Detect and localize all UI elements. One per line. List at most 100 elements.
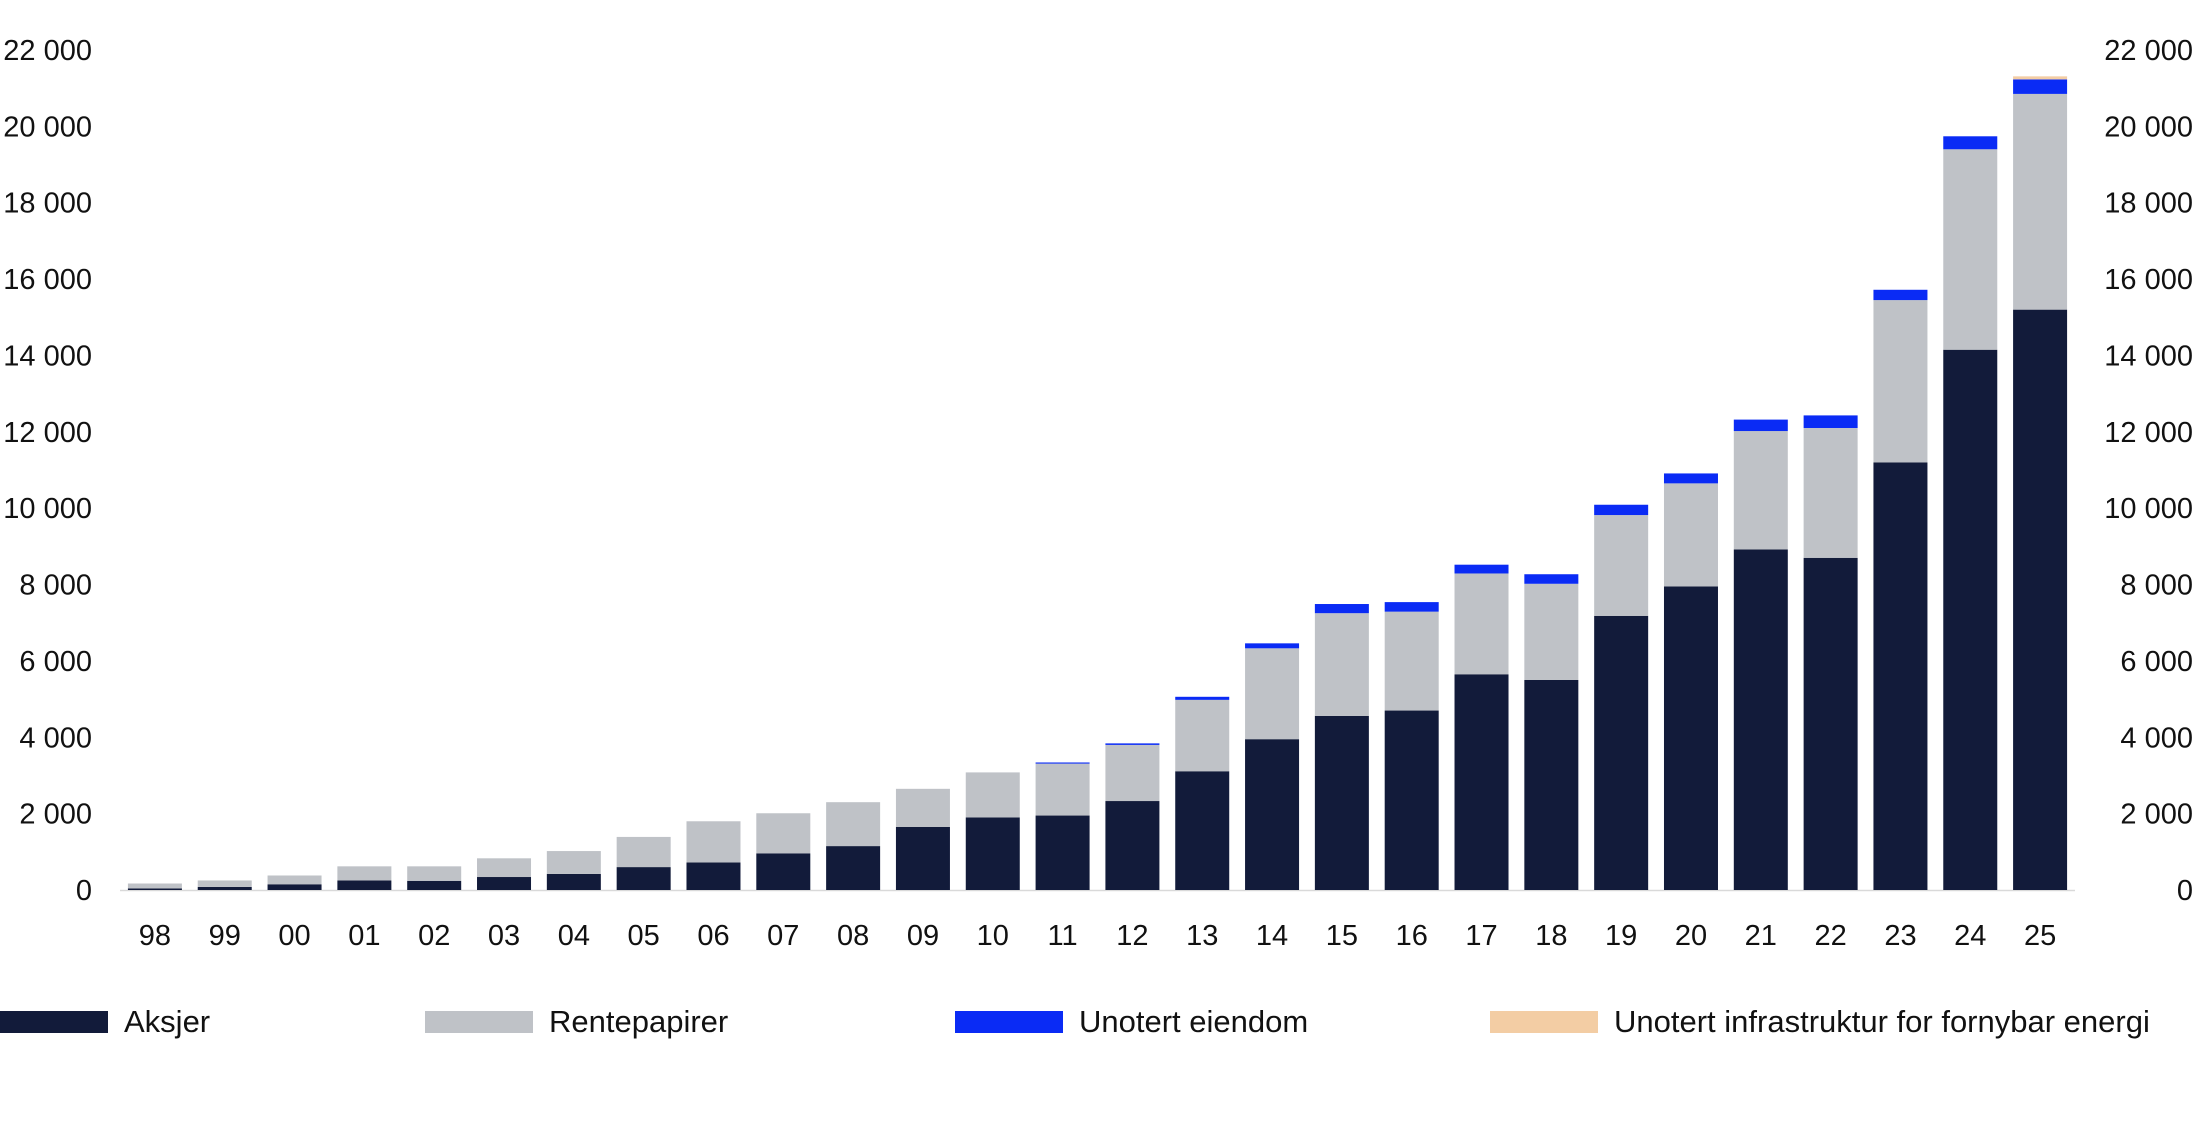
x-tick-label: 00 [278,920,310,952]
bar-segment-unotert-eiendom-11 [1035,762,1090,764]
legend-swatch-unotert-infrastruktur [1490,1011,1598,1033]
bar-segment-rentepapirer-18 [1524,583,1579,680]
legend-label-rentepapirer: Rentepapirer [549,1004,729,1039]
legend-item-aksjer: Aksjer [0,1000,210,1044]
x-tick-label: 24 [1954,920,1986,952]
x-tick-label: 08 [837,920,869,952]
bar-segment-aksjer-04 [546,873,601,890]
x-tick-label: 15 [1326,920,1358,952]
x-tick-label: 22 [1814,920,1846,952]
legend-swatch-aksjer [0,1011,108,1033]
bar-segment-aksjer-10 [965,817,1020,890]
bar-segment-aksjer-16 [1384,710,1439,890]
bar-segment-unotert-eiendom-16 [1384,602,1439,612]
bar-segment-unotert-eiendom-19 [1594,504,1649,516]
bar-segment-aksjer-19 [1594,615,1649,890]
x-tick-label: 25 [2024,920,2056,952]
bar-segment-rentepapirer-13 [1175,699,1230,772]
bar-segment-unotert-eiendom-17 [1454,564,1509,574]
bar-segment-rentepapirer-21 [1733,431,1788,550]
bar-segment-unotert-eiendom-23 [1873,289,1928,301]
x-tick-label: 21 [1745,920,1777,952]
bar-segment-aksjer-02 [407,880,462,890]
bar-segment-rentepapirer-16 [1384,611,1439,711]
bar-segment-unotert-eiendom-24 [1943,136,1998,150]
bar-segment-rentepapirer-25 [2013,93,2068,310]
bar-segment-aksjer-23 [1873,462,1928,890]
x-tick-label: 10 [977,920,1009,952]
bar-segment-aksjer-17 [1454,674,1509,890]
x-tick-label: 09 [907,920,939,952]
bar-segment-aksjer-22 [1803,557,1858,890]
bar-segment-rentepapirer-08 [826,802,881,847]
legend-label-unotert-eiendom: Unotert eiendom [1079,1004,1309,1039]
bar-segment-rentepapirer-04 [546,851,601,874]
y-tick-label-left: 14 000 [3,340,92,372]
x-tick-label: 01 [348,920,380,952]
y-tick-label-right: 0 [2177,875,2193,907]
x-tick-label: 20 [1675,920,1707,952]
x-tick-label: 18 [1535,920,1567,952]
bar-segment-unotert-infrastruktur-for-fornybar-energi-25 [2013,76,2068,80]
y-tick-label-right: 20 000 [2104,111,2193,143]
x-tick-label: 98 [139,920,171,952]
legend-item-unotert-infrastruktur: Unotert infrastruktur for fornybar energ… [1490,1000,2150,1044]
y-tick-label-right: 16 000 [2104,264,2193,296]
y-tick-label-left: 6 000 [19,646,92,678]
bar-segment-unotert-eiendom-12 [1105,743,1160,745]
x-tick-label: 06 [697,920,729,952]
y-tick-label-left: 2 000 [19,799,92,831]
bar-segment-rentepapirer-02 [407,866,462,881]
bar-segment-unotert-eiendom-14 [1245,643,1300,649]
bar-segment-aksjer-11 [1035,815,1090,890]
y-tick-label-left: 18 000 [3,188,92,220]
bar-segment-aksjer-98 [127,888,182,890]
bar-segment-aksjer-01 [337,880,392,890]
x-tick-label: 03 [488,920,520,952]
y-tick-label-right: 10 000 [2104,493,2193,525]
legend-item-unotert-eiendom: Unotert eiendom [955,1000,1308,1044]
y-tick-label-left: 8 000 [19,570,92,602]
y-tick-label-left: 20 000 [3,111,92,143]
y-tick-label-left: 22 000 [3,35,92,67]
x-tick-label: 19 [1605,920,1637,952]
bar-segment-aksjer-21 [1733,549,1788,890]
y-tick-label-right: 6 000 [2120,646,2193,678]
bar-segment-rentepapirer-99 [197,880,252,887]
x-tick-label: 02 [418,920,450,952]
bar-segment-rentepapirer-15 [1314,613,1369,716]
bar-segment-aksjer-99 [197,886,252,890]
bar-segment-unotert-eiendom-21 [1733,419,1788,432]
x-tick-label: 07 [767,920,799,952]
bar-segment-aksjer-13 [1175,771,1230,890]
bar-segment-unotert-eiendom-18 [1524,574,1579,584]
bar-segment-rentepapirer-22 [1803,428,1858,558]
bar-segment-rentepapirer-01 [337,866,392,881]
bar-segment-aksjer-15 [1314,715,1369,890]
x-tick-label: 13 [1186,920,1218,952]
x-tick-label: 11 [1048,920,1078,952]
bar-segment-aksjer-24 [1943,349,1998,890]
y-tick-label-right: 12 000 [2104,417,2193,449]
bar-segment-unotert-eiendom-15 [1314,604,1369,614]
legend-item-rentepapirer: Rentepapirer [425,1000,728,1044]
bar-segment-rentepapirer-20 [1663,483,1718,587]
bar-segment-aksjer-00 [267,884,322,890]
x-tick-label: 05 [628,920,660,952]
x-tick-label: 16 [1396,920,1428,952]
bar-segment-unotert-eiendom-13 [1175,696,1230,700]
bar-segment-rentepapirer-06 [686,821,741,863]
y-tick-label-left: 0 [76,875,92,907]
y-tick-label-right: 18 000 [2104,188,2193,220]
x-tick-label: 23 [1884,920,1916,952]
bar-segment-aksjer-08 [826,846,881,890]
x-tick-label: 14 [1256,920,1288,952]
y-tick-label-left: 4 000 [19,722,92,754]
x-tick-label: 17 [1465,920,1497,952]
bar-segment-aksjer-09 [895,827,950,890]
x-tick-label: 04 [558,920,590,952]
bar-segment-aksjer-20 [1663,586,1718,890]
legend-label-aksjer: Aksjer [124,1004,211,1039]
legend-swatch-unotert-eiendom [955,1011,1063,1033]
